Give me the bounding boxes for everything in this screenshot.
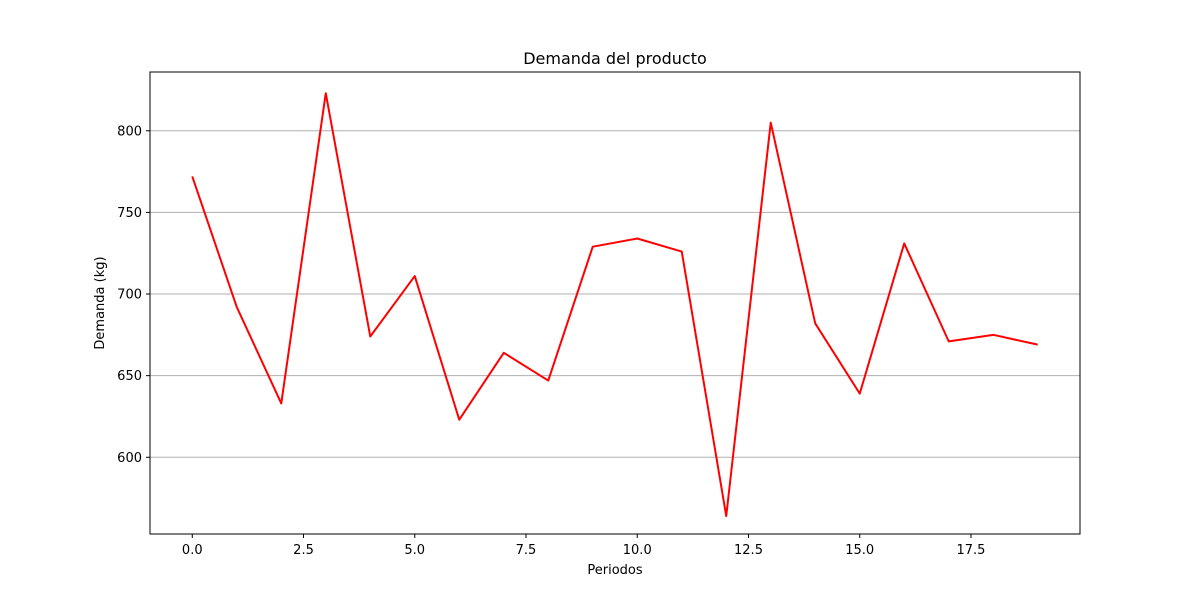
y-tick-label: 600: [117, 451, 142, 466]
y-tick-label: 700: [117, 288, 142, 303]
x-tick-label: 0.0: [182, 543, 203, 558]
y-tick-label: 750: [117, 206, 142, 221]
x-tick-label: 7.5: [516, 543, 537, 558]
y-axis-label: Demanda (kg): [93, 256, 108, 349]
grid-lines: [150, 130, 1080, 458]
x-tick-label: 12.5: [734, 543, 763, 558]
y-tick-label: 650: [117, 369, 142, 384]
y-tick-label: 800: [117, 124, 142, 139]
x-tick-label: 15.0: [845, 543, 874, 558]
plot-frame: [149, 71, 1081, 535]
series-layer: [191, 92, 1038, 518]
x-tick-label: 5.0: [404, 543, 425, 558]
series-line-0: [191, 92, 1038, 518]
x-tick-label: 10.0: [623, 543, 652, 558]
x-axis: 0.0 2.5 5.0 7.5 10.0 12.5 15.0 17.5: [182, 534, 986, 558]
y-axis: 600 650 700 750 800: [117, 124, 150, 466]
x-tick-label: 17.5: [957, 543, 986, 558]
x-tick-label: 2.5: [293, 543, 314, 558]
chart-title: Demanda del producto: [523, 49, 707, 68]
x-axis-label: Periodos: [587, 563, 642, 578]
